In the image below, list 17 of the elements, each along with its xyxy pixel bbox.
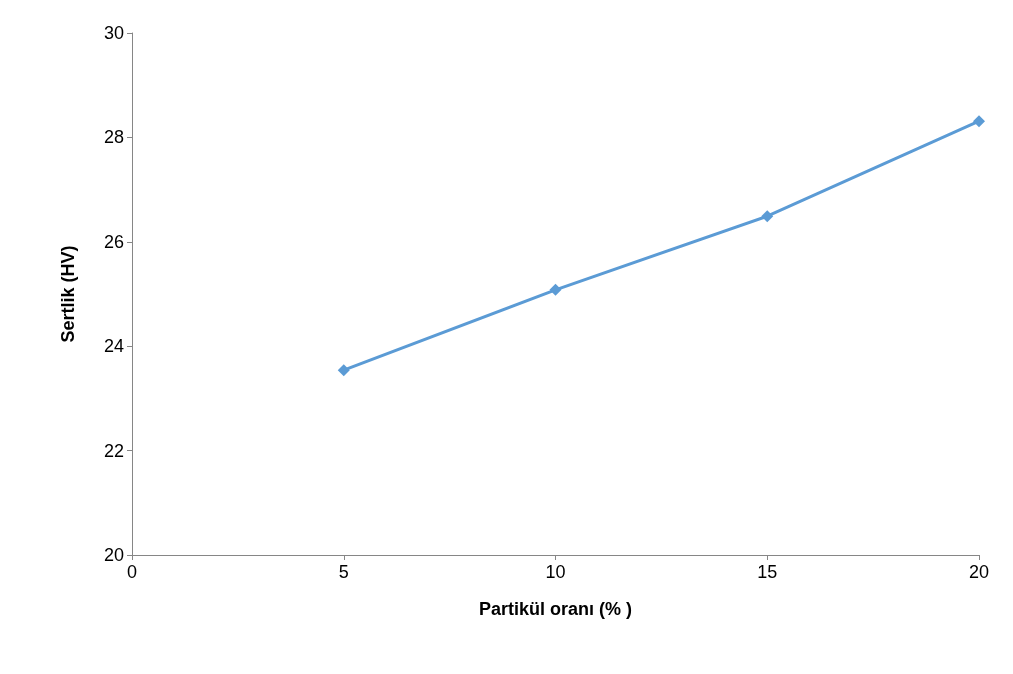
point [337, 364, 350, 377]
point [761, 210, 774, 223]
x-tick-label: 15 [757, 562, 778, 582]
y-tick-label: 24 [103, 336, 124, 357]
point [549, 283, 562, 296]
y-tick-label: 22 [103, 440, 124, 461]
y-tick-label: 28 [103, 127, 124, 148]
x-tick-label: 5 [338, 562, 349, 582]
x-tick-label: 10 [545, 562, 566, 582]
x-tick-label: 0 [126, 562, 138, 582]
point [973, 115, 985, 128]
y-tick-label: 20 [103, 545, 124, 565]
x-axis-title: Partikül oranı (% ) [478, 599, 633, 619]
y-tick-label: 30 [103, 23, 124, 43]
y-axis-title: Sertlik (HV) [58, 245, 78, 343]
x-tick-label: 20 [968, 562, 990, 582]
y-tick-label: 26 [103, 231, 124, 252]
